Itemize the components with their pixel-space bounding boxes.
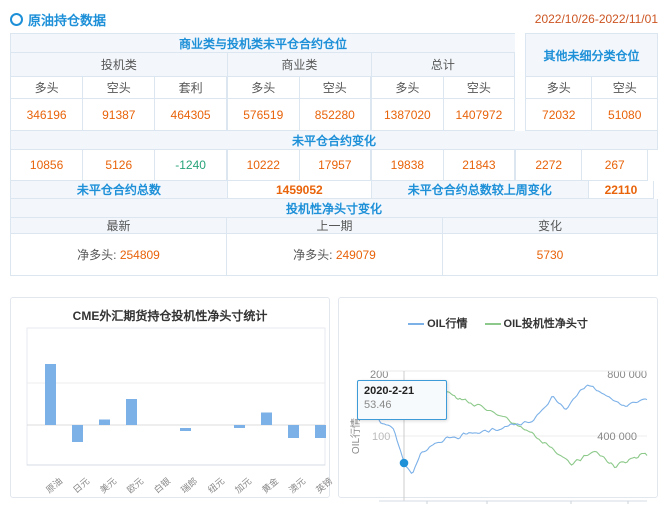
- svg-text:400 000: 400 000: [597, 431, 637, 443]
- svg-text:英镑: 英镑: [313, 475, 334, 495]
- svg-text:原油: 原油: [43, 475, 64, 495]
- svg-text:黄金: 黄金: [259, 475, 280, 495]
- svg-text:欧元: 欧元: [124, 475, 145, 495]
- svg-text:白银: 白银: [151, 475, 172, 495]
- svg-text:日元: 日元: [71, 476, 91, 495]
- svg-text:OIL行情: OIL行情: [349, 418, 362, 454]
- svg-text:澳元: 澳元: [286, 475, 307, 495]
- svg-text:100: 100: [372, 431, 390, 443]
- svg-text:加元: 加元: [233, 476, 253, 495]
- svg-text:纽元: 纽元: [205, 475, 226, 495]
- svg-text:美元: 美元: [97, 475, 118, 495]
- svg-text:瑞郎: 瑞郎: [178, 475, 199, 495]
